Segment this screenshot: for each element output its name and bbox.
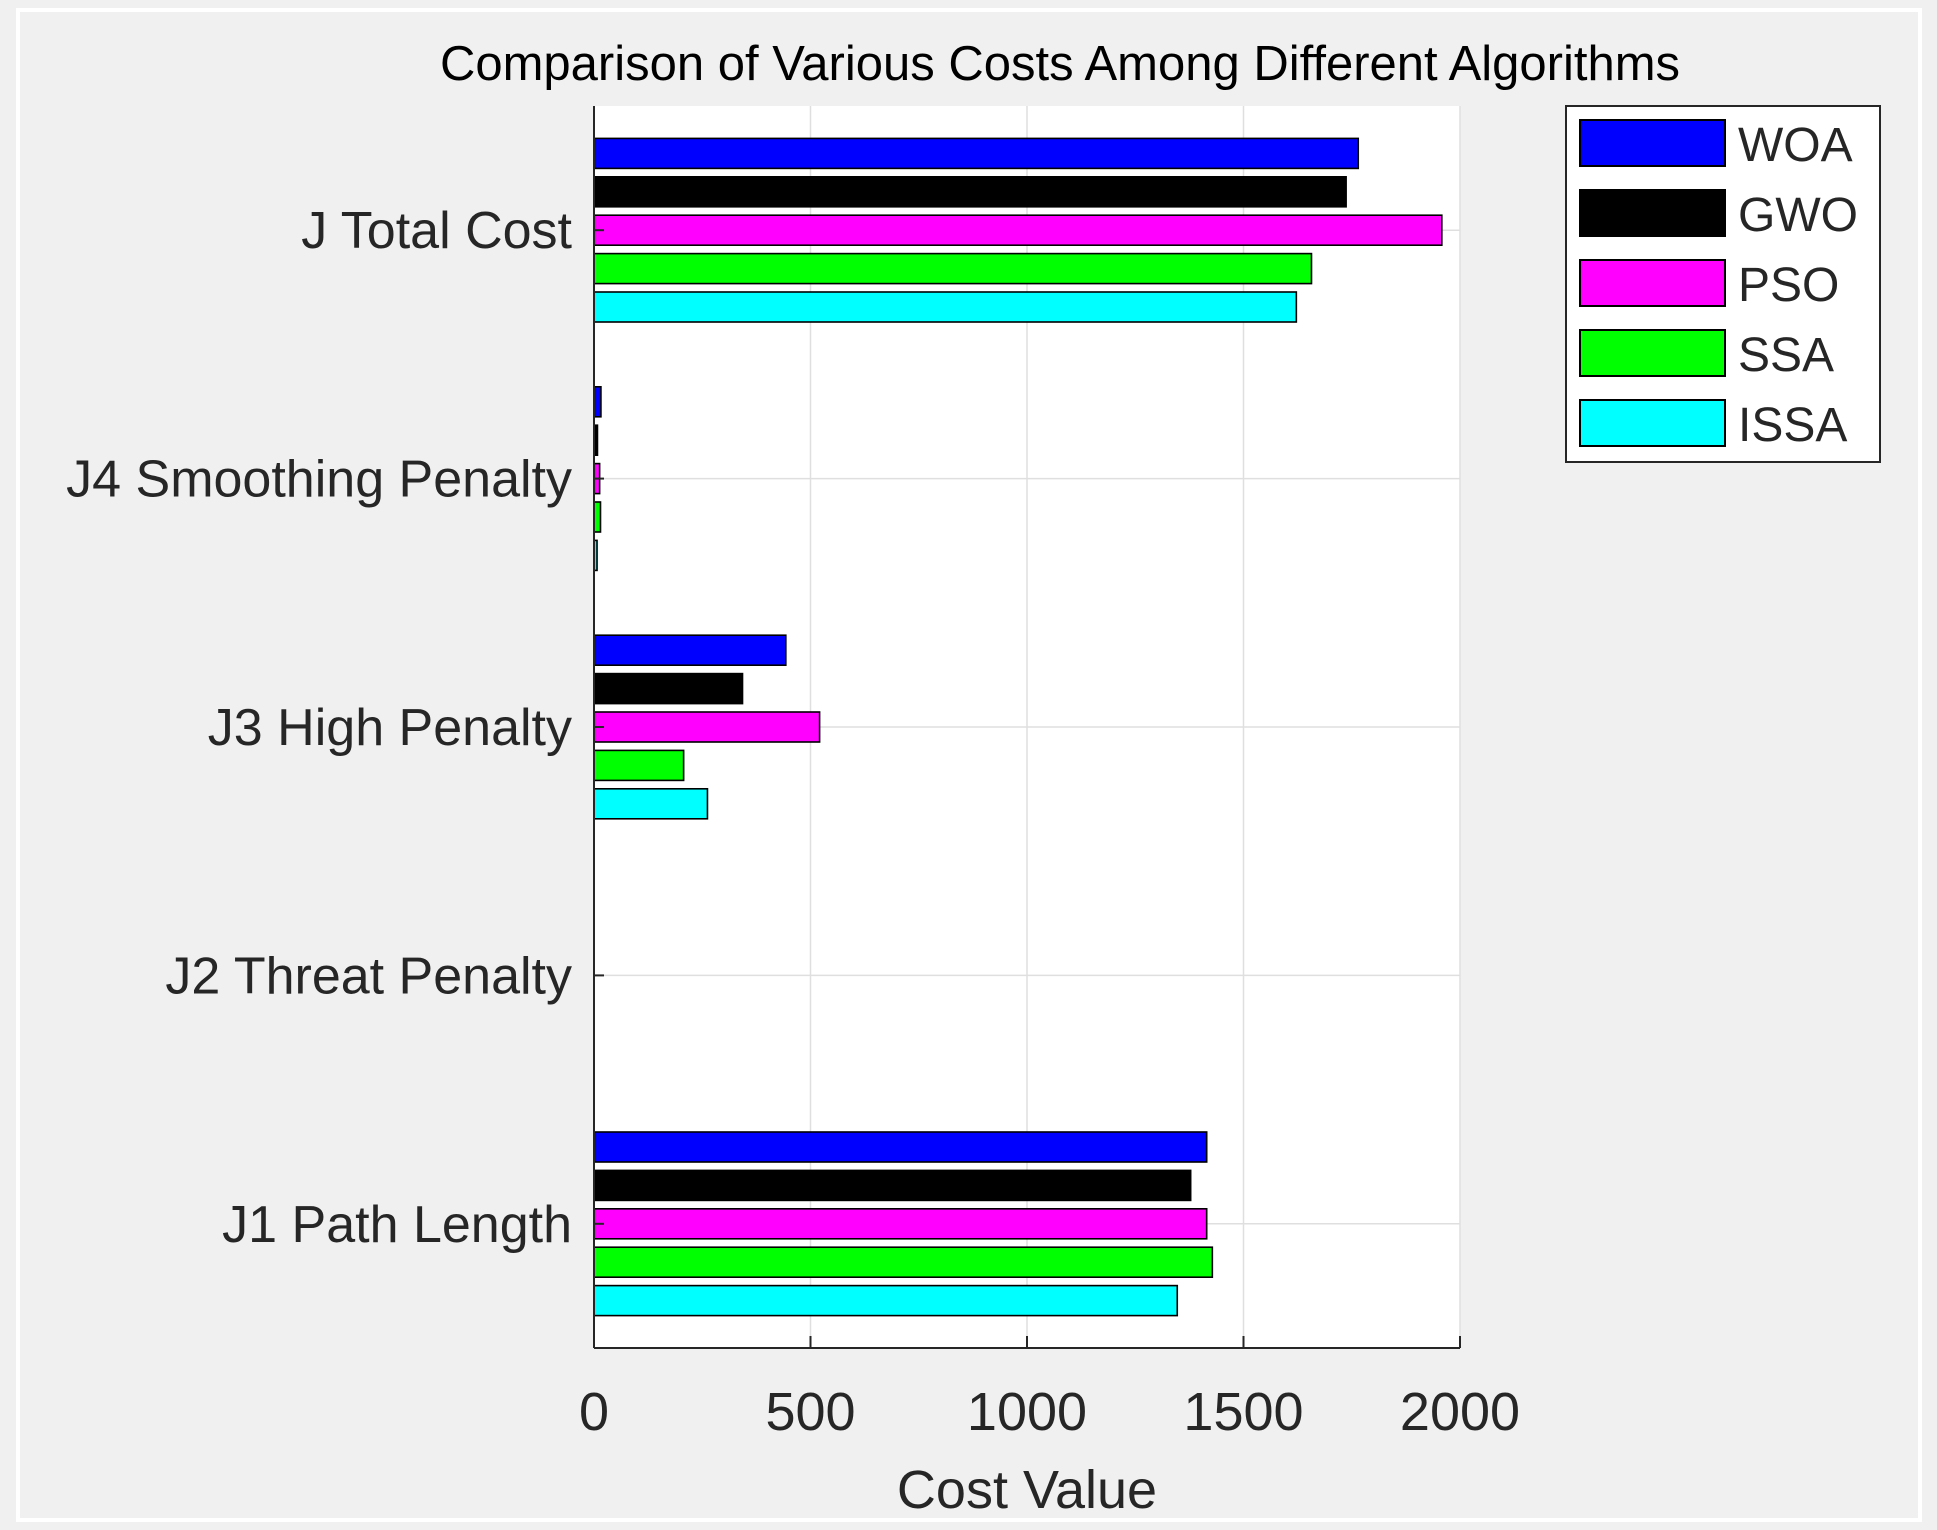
- bar-woa-5: [593, 1131, 1208, 1163]
- x-tick-label: 1000: [967, 1382, 1087, 1442]
- bar-issa-5: [593, 1284, 1179, 1317]
- chart-title: Comparison of Various Costs Among Differ…: [440, 37, 1680, 91]
- y-tick-label: J2 Threat Penalty: [165, 947, 572, 1005]
- x-tick-label: 500: [765, 1382, 855, 1442]
- bar-pso-3: [593, 711, 821, 743]
- bar-issa-1: [593, 291, 1298, 323]
- bar-gwo-1: [593, 176, 1347, 208]
- bars: [593, 137, 1443, 1317]
- y-tick-label: J3 High Penalty: [208, 699, 572, 757]
- bar-pso-1: [593, 214, 1443, 246]
- legend-label-issa: ISSA: [1738, 399, 1847, 452]
- bar-ssa-1: [593, 252, 1313, 285]
- legend: WOA GWO PSO SSA ISSA: [1565, 105, 1881, 463]
- y-tick-label: J4 Smoothing Penalty: [66, 451, 572, 509]
- legend-swatch-issa: [1579, 399, 1726, 447]
- y-tick-labels: J Total Cost J4 Smoothing Penalty J3 High …: [66, 202, 572, 1254]
- legend-swatch-gwo: [1579, 189, 1726, 237]
- bar-woa-1: [593, 137, 1360, 170]
- bar-gwo-3: [593, 672, 744, 705]
- x-axis-label: Cost Value: [897, 1460, 1157, 1520]
- x-tick-label: 2000: [1400, 1382, 1520, 1442]
- y-tick-label: J1 Path Length: [222, 1196, 572, 1254]
- figure-frame: [16, 8, 1922, 1522]
- bar-woa-2: [593, 385, 602, 418]
- bar-woa-3: [593, 634, 787, 667]
- y-tick-label: J Total Cost: [301, 202, 572, 260]
- legend-swatch-ssa: [1579, 329, 1726, 377]
- legend-swatch-woa: [1579, 119, 1726, 167]
- axes: [593, 106, 1461, 1349]
- legend-label-gwo: GWO: [1738, 189, 1858, 242]
- legend-label-woa: WOA: [1738, 119, 1853, 172]
- x-tick-label: 0: [579, 1382, 609, 1442]
- bar-ssa-5: [593, 1246, 1214, 1278]
- legend-label-pso: PSO: [1738, 259, 1839, 312]
- legend-label-ssa: SSA: [1738, 329, 1834, 382]
- bar-ssa-3: [593, 749, 685, 782]
- bar-gwo-5: [593, 1169, 1192, 1202]
- legend-swatch-pso: [1579, 259, 1726, 307]
- bar-pso-5: [593, 1208, 1208, 1240]
- x-tick-labels: 0 500 1000 1500 2000: [579, 1382, 1520, 1442]
- x-tick-label: 1500: [1183, 1382, 1303, 1442]
- bar-issa-3: [593, 787, 709, 820]
